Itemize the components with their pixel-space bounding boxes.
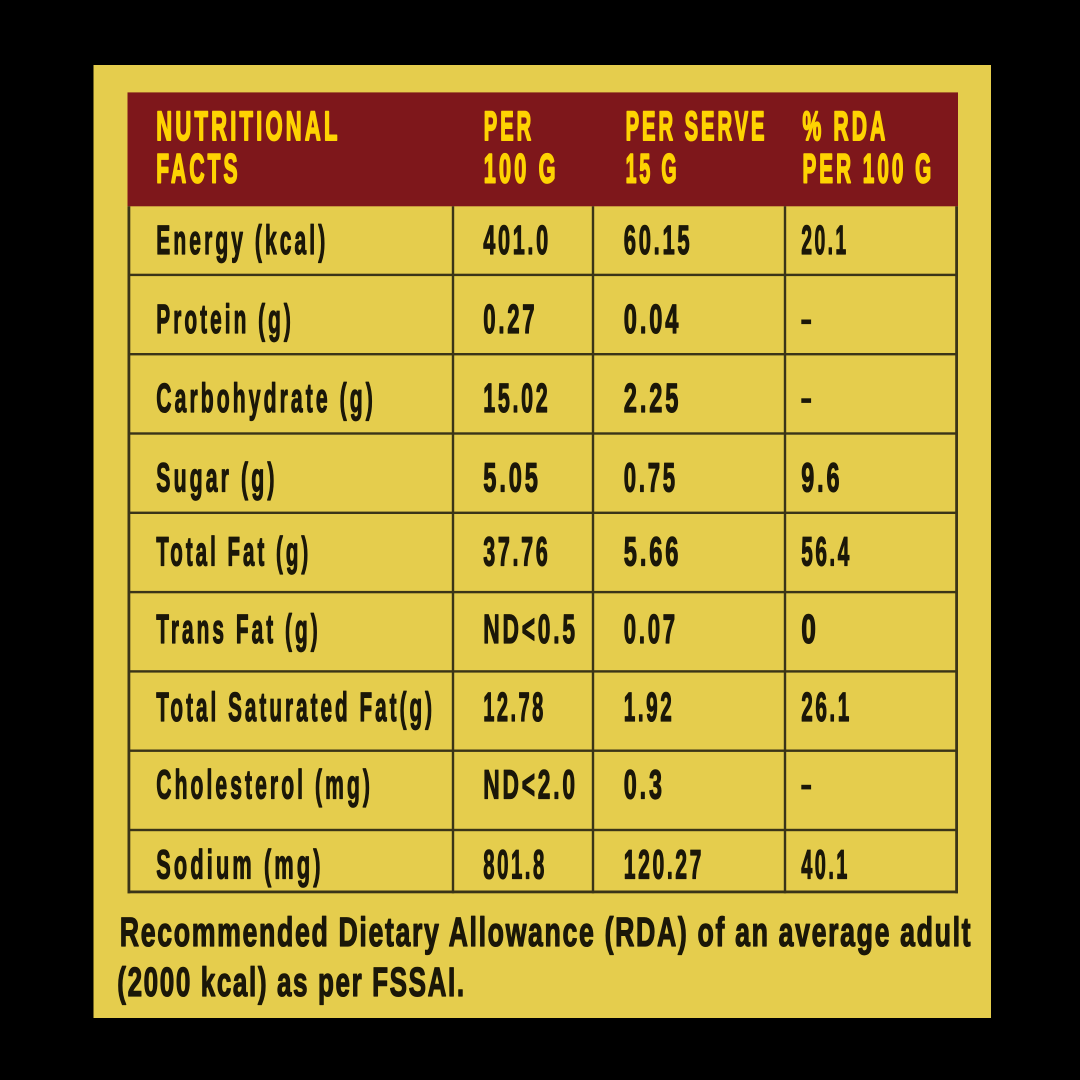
svg-text:1.92: 1.92 <box>624 684 675 730</box>
svg-text:2.25: 2.25 <box>624 375 682 421</box>
svg-text:120.27: 120.27 <box>624 841 704 887</box>
svg-text:ND<0.5: ND<0.5 <box>483 606 578 652</box>
svg-text:NUTRITIONAL: NUTRITIONAL <box>156 103 340 149</box>
svg-text:PER SERVE: PER SERVE <box>626 103 768 149</box>
svg-text:ND<2.0: ND<2.0 <box>483 762 578 808</box>
svg-text:37.76: 37.76 <box>483 529 550 575</box>
svg-text:PER 100 G: PER 100 G <box>803 145 935 191</box>
svg-text:0: 0 <box>801 606 819 652</box>
svg-text:0.3: 0.3 <box>624 762 665 808</box>
svg-text:801.8: 801.8 <box>483 841 547 887</box>
svg-text:% RDA: % RDA <box>803 103 889 149</box>
svg-text:40.1: 40.1 <box>801 841 850 887</box>
svg-text:26.1: 26.1 <box>801 684 852 730</box>
svg-text:Energy (kcal): Energy (kcal) <box>156 217 328 263</box>
svg-text:0.07: 0.07 <box>624 606 678 652</box>
svg-text:15 G: 15 G <box>626 145 680 191</box>
svg-text:Recommended Dietary Allowance: Recommended Dietary Allowance (RDA) of a… <box>120 909 972 955</box>
svg-text:0.27: 0.27 <box>483 296 537 342</box>
svg-text:Cholesterol (mg): Cholesterol (mg) <box>156 762 373 808</box>
svg-text:56.4: 56.4 <box>801 529 852 575</box>
svg-text:5.05: 5.05 <box>483 454 541 500</box>
svg-text:PER: PER <box>484 103 534 149</box>
svg-text:(2000 kcal) as per FSSAI.: (2000 kcal) as per FSSAI. <box>117 959 465 1005</box>
svg-text:FACTS: FACTS <box>156 145 240 191</box>
svg-text:Trans Fat (g): Trans Fat (g) <box>156 606 320 652</box>
svg-text:20.1: 20.1 <box>801 217 848 263</box>
svg-text:Protein (g): Protein (g) <box>156 296 294 342</box>
svg-text:401.0: 401.0 <box>483 217 551 263</box>
svg-text:Sodium (mg): Sodium (mg) <box>156 841 323 887</box>
svg-text:Carbohydrate (g): Carbohydrate (g) <box>156 375 376 421</box>
svg-text:12.78: 12.78 <box>483 684 546 730</box>
svg-text:Total Saturated Fat(g): Total Saturated Fat(g) <box>156 684 435 730</box>
svg-text:60.15: 60.15 <box>624 217 693 263</box>
svg-text:15.02: 15.02 <box>483 375 550 421</box>
svg-text:5.66: 5.66 <box>624 529 682 575</box>
svg-text:0.04: 0.04 <box>624 296 682 342</box>
svg-text:Total Fat (g): Total Fat (g) <box>156 529 311 575</box>
svg-text:9.6: 9.6 <box>801 454 842 500</box>
svg-text:0.75: 0.75 <box>624 454 678 500</box>
svg-text:Sugar (g): Sugar (g) <box>156 454 277 500</box>
svg-text:100 G: 100 G <box>484 145 559 191</box>
